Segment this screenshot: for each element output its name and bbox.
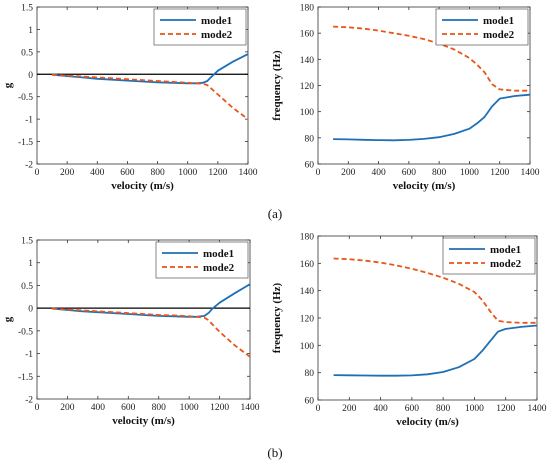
x-tick-label: 1000 — [178, 168, 197, 178]
x-axis-label: velocity (m/s) — [396, 416, 459, 428]
y-tick-label: 80 — [305, 134, 315, 144]
x-tick-label: 0 — [316, 404, 321, 414]
y-axis-label: frequency (Hz) — [271, 50, 283, 121]
plot-frame — [36, 6, 249, 165]
y-tick-label: 140 — [300, 287, 315, 297]
x-tick-label: 400 — [373, 404, 388, 414]
y-tick-label: 120 — [300, 82, 315, 92]
chart-b-frequency: 0 200 400 600 800 1000 1200 1400 60 80 100 120 140 16… — [271, 233, 547, 429]
x-tick-label: 1400 — [241, 403, 260, 413]
y-tick-label: 0.5 — [21, 282, 33, 292]
y-tick-label: 1 — [28, 26, 33, 36]
series-line-mode1 — [333, 324, 538, 377]
x-tick-label: 800 — [150, 168, 165, 178]
x-tick-label: 1200 — [208, 168, 227, 178]
y-tick-label: 1.5 — [21, 4, 33, 14]
y-axis-label: g — [2, 82, 14, 88]
x-tick-label: 200 — [342, 404, 357, 414]
x-tick-label: 800 — [436, 404, 451, 414]
x-tick-label: 200 — [60, 403, 75, 413]
x-tick-label: 0 — [35, 403, 40, 413]
x-tick-label: 600 — [120, 168, 135, 178]
x-tick-label: 400 — [90, 168, 105, 178]
x-tick-label: 600 — [405, 404, 420, 414]
y-tick-label: 0 — [28, 71, 33, 81]
y-tick-label: -0.5 — [18, 93, 33, 103]
panel-label-b: (b) — [267, 445, 282, 460]
legend-label-mode1: mode1 — [483, 15, 514, 27]
series-line-mode1 — [52, 53, 249, 85]
y-tick-label: 180 — [300, 4, 315, 14]
x-tick-label: 1400 — [239, 168, 258, 178]
series-line-mode1 — [333, 93, 531, 142]
y-tick-label: 0.5 — [21, 48, 33, 58]
legend-label-mode1: mode1 — [201, 15, 232, 27]
series-line-mode2 — [52, 73, 249, 120]
y-tick-label: -1 — [25, 350, 33, 360]
legend-label-mode2: mode2 — [201, 29, 233, 41]
x-tick-label: 0 — [35, 168, 40, 178]
series-line-mode1 — [52, 283, 251, 318]
legend-label-mode1: mode1 — [203, 248, 234, 260]
x-tick-label: 200 — [341, 168, 356, 178]
x-tick-label: 400 — [371, 168, 386, 178]
x-axis-label: velocity (m/s) — [112, 415, 175, 427]
y-tick-label: -2 — [25, 161, 33, 171]
y-tick-label: 60 — [305, 397, 315, 407]
y-tick-label: 0 — [28, 305, 33, 315]
y-tick-label: -2 — [25, 396, 33, 406]
x-tick-label: 800 — [152, 403, 167, 413]
x-tick-label: 1400 — [528, 404, 547, 414]
y-tick-label: 80 — [305, 369, 315, 379]
x-tick-label: 1200 — [490, 168, 509, 178]
x-tick-label: 200 — [60, 168, 75, 178]
y-tick-label: 1.5 — [21, 237, 33, 247]
legend-box — [435, 8, 529, 46]
x-tick-label: 600 — [402, 168, 417, 178]
x-tick-label: 1200 — [210, 403, 229, 413]
x-tick-label: 1000 — [460, 168, 479, 178]
y-axis-label: g — [2, 316, 14, 322]
y-tick-label: 60 — [305, 161, 315, 171]
y-tick-label: 100 — [300, 108, 315, 118]
chart-b-g: 0 200 400 600 800 1000 1200 1400 -2 -1.5 -1 -0.5 0 0.… — [2, 237, 260, 428]
chart-a-frequency: 0 200 400 600 800 1000 1200 1400 60 80 100 120 140 16… — [271, 4, 540, 193]
y-tick-label: -0.5 — [18, 327, 33, 337]
y-tick-label: -1.5 — [18, 138, 33, 148]
x-tick-label: 600 — [121, 403, 136, 413]
x-axis-label: velocity (m/s) — [111, 180, 174, 192]
series-line-mode2 — [333, 25, 530, 92]
panel-label-a: (a) — [268, 206, 282, 221]
y-tick-label: 140 — [300, 56, 315, 66]
plot-frame — [36, 239, 251, 400]
y-tick-label: -1 — [25, 116, 33, 126]
series-line-mode2 — [333, 257, 537, 324]
legend-label-mode2: mode2 — [483, 29, 515, 41]
legend-label-mode1: mode1 — [490, 244, 521, 256]
legend-box — [155, 241, 249, 279]
legend-box — [442, 237, 536, 275]
x-tick-label: 800 — [432, 168, 447, 178]
y-tick-label: 160 — [300, 260, 315, 270]
x-tick-label: 0 — [316, 168, 321, 178]
y-tick-label: 180 — [300, 233, 315, 243]
y-axis-label: frequency (Hz) — [271, 282, 283, 353]
x-tick-label: 1000 — [465, 404, 484, 414]
y-tick-label: 1 — [28, 259, 33, 269]
legend-label-mode2: mode2 — [203, 262, 235, 274]
x-tick-label: 1200 — [496, 404, 515, 414]
series-line-mode2 — [52, 307, 251, 358]
x-tick-label: 400 — [91, 403, 106, 413]
legend-box — [153, 8, 247, 46]
chart-a-g: 0 200 400 600 800 1000 1200 1400 -2 -1.5 -1 -0.5 0 0.… — [2, 4, 258, 193]
legend-label-mode2: mode2 — [490, 258, 522, 270]
x-tick-label: 1000 — [180, 403, 199, 413]
y-tick-label: 160 — [300, 30, 315, 40]
y-tick-label: 100 — [300, 342, 315, 352]
x-axis-label: velocity (m/s) — [393, 180, 456, 192]
y-tick-label: 120 — [300, 315, 315, 325]
x-tick-label: 1400 — [521, 168, 540, 178]
y-tick-label: -1.5 — [18, 373, 33, 383]
